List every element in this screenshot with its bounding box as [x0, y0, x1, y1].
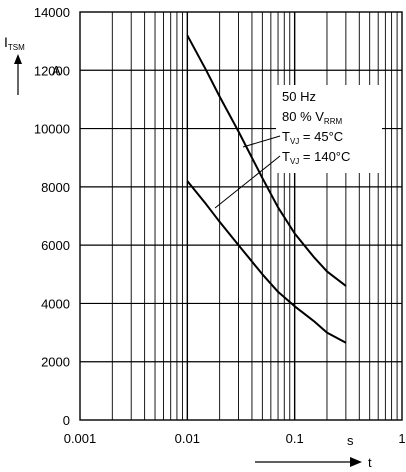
annotation-box [276, 85, 382, 173]
y-tick-label: 12000 [34, 63, 70, 78]
y-tick-label: 2000 [41, 355, 70, 370]
plot-frame [79, 11, 403, 421]
y-tick-label: 14000 [34, 5, 70, 20]
y-axis-label: ITSM [4, 34, 25, 52]
x-axis-arrow-icon [350, 457, 362, 467]
series-line-tvj-140 [186, 180, 347, 344]
y-tick-label: 0 [63, 413, 70, 428]
x-tick-label: 1 [398, 431, 405, 446]
y-axis-arrow-icon [14, 54, 22, 64]
x-tick-label: 0.001 [64, 431, 97, 446]
leader-line-140 [214, 155, 281, 209]
curves [186, 34, 347, 344]
annotation-tvj-45: TVJ = 45°C [282, 129, 343, 146]
annotation-voltage: 80 % VRRM [282, 109, 342, 126]
leader-line-45 [242, 135, 281, 148]
series-line-tvj-45 [186, 34, 347, 287]
annotation-frequency: 50 Hz [282, 89, 316, 104]
y-tick-label: 8000 [41, 180, 70, 195]
y-tick-label: 4000 [41, 296, 70, 311]
x-axis-label: t [368, 455, 372, 470]
annotation-tvj-140: TVJ = 140°C [282, 149, 350, 166]
grid [80, 12, 402, 420]
x-tick-label: 0.01 [175, 431, 200, 446]
y-tick-label: 6000 [41, 238, 70, 253]
x-tick-label: 0.1 [286, 431, 304, 446]
x-axis-unit: s [347, 433, 354, 448]
tick-labels: 0 2000 4000 6000 8000 10000 12000 14000 0.001 0.0… [34, 5, 406, 446]
y-tick-label: 10000 [34, 122, 70, 137]
y-axis-unit: A [52, 63, 61, 78]
